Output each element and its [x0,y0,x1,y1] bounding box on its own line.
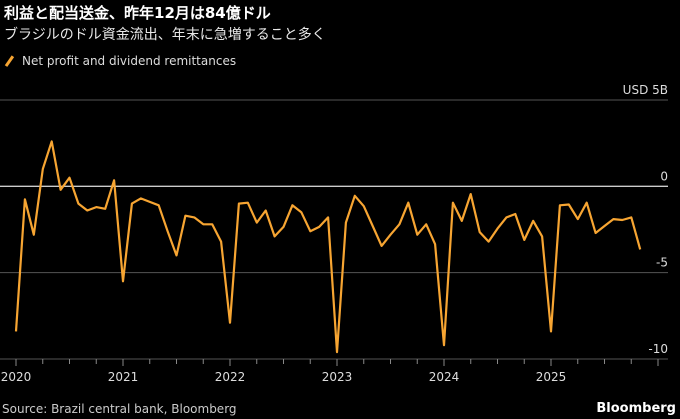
x-tick-label: 2024 [429,370,460,384]
legend-label: Net profit and dividend remittances [22,54,237,68]
legend: Net profit and dividend remittances [4,54,236,68]
source-note: Source: Brazil central bank, Bloomberg [2,402,237,416]
y-tick-label: -5 [656,256,668,270]
series-line-remittances [14,140,642,354]
chart-subtitle: ブラジルのドル資金流出、年末に急増すること多く [4,27,326,43]
y-tick-label: 0 [660,169,668,183]
x-tick-label: 2025 [536,370,567,384]
x-tick-label: 2021 [108,370,139,384]
chart-title: 利益と配当送金、昨年12月は84億ドル [4,4,271,22]
bloomberg-logo: Bloomberg [596,401,676,416]
x-tick-label: 2020 [1,370,32,384]
y-tick-label: USD 5B [623,83,668,97]
x-tick-label: 2022 [215,370,246,384]
y-tick-label: -10 [648,342,668,356]
x-tick-label: 2023 [322,370,353,384]
